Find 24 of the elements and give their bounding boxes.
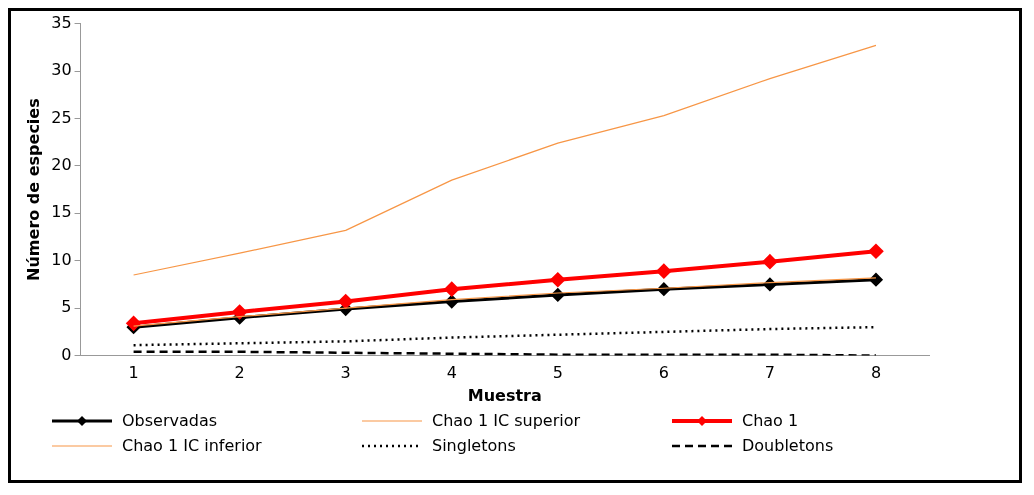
legend-label: Doubletons — [742, 436, 834, 455]
legend-label: Chao 1 — [742, 411, 799, 430]
x-tick-label: 8 — [870, 363, 882, 383]
x-tick-label: 3 — [340, 363, 351, 383]
y-tick-label: 35 — [51, 12, 72, 32]
x-tick-label: 4 — [446, 363, 457, 383]
y-tick-label: 10 — [51, 249, 72, 269]
x-tick-label: 6 — [658, 363, 669, 383]
y-tick-label: 25 — [51, 107, 72, 127]
legend-label: Observadas — [122, 411, 218, 430]
x-tick-label: 2 — [234, 363, 245, 383]
y-tick-label: 15 — [51, 202, 72, 222]
y-tick-label: 5 — [61, 297, 72, 317]
y-tick-label: 0 — [61, 344, 72, 364]
y-tick-label: 20 — [51, 155, 72, 175]
x-tick-label: 1 — [128, 363, 139, 383]
legend-label: Singletons — [432, 436, 516, 455]
x-tick-label: 5 — [552, 363, 563, 383]
legend-label: Chao 1 IC superior — [432, 411, 581, 430]
legend-label: Chao 1 IC inferior — [122, 436, 262, 455]
x-tick-label: 7 — [764, 363, 776, 383]
x-axis-title: Muestra — [467, 385, 542, 405]
y-tick-label: 30 — [51, 60, 72, 80]
y-axis-title: Número de especies — [23, 98, 43, 281]
